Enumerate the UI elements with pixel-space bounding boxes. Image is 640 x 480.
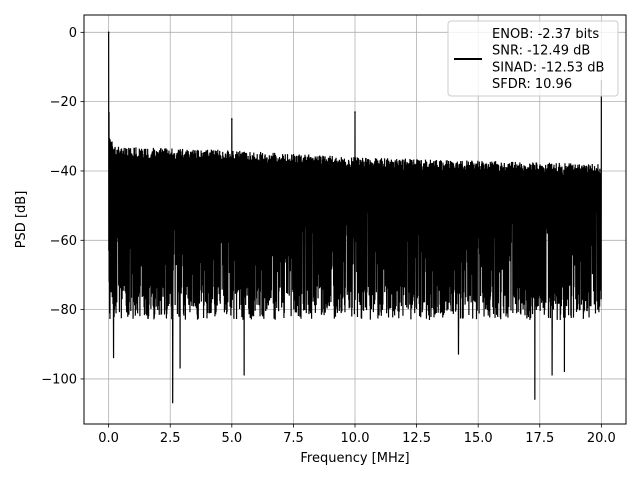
x-tick-label: 5.0	[221, 431, 242, 446]
y-tick-label: −40	[50, 164, 77, 179]
legend-text-sinad: SINAD: -12.53 dB	[492, 60, 604, 75]
y-tick-label: −20	[50, 95, 77, 110]
psd-peak-point	[231, 118, 233, 120]
x-tick-label: 15.0	[464, 431, 493, 446]
y-tick-label: −60	[50, 234, 77, 249]
legend-text-sfdr: SFDR: 10.96	[492, 77, 572, 92]
x-tick-label: 0.0	[98, 431, 119, 446]
x-tick-label: 10.0	[341, 431, 370, 446]
y-tick-label: −100	[41, 372, 77, 387]
x-tick-label: 2.5	[160, 431, 181, 446]
y-tick-label: −80	[50, 303, 77, 318]
axis-ticks: 0.0 2.5 5.0 7.5 10.0 12.5 15.0 17.5 20.0 0 −20 −40 −…	[41, 26, 616, 446]
legend-text-snr: SNR: -12.49 dB	[492, 44, 590, 59]
y-axis-label: PSD [dB]	[14, 191, 29, 249]
x-tick-label: 12.5	[402, 431, 431, 446]
legend: ENOB: -2.37 bits SNR: -12.49 dB SINAD: -…	[447, 20, 619, 97]
legend-text-enob: ENOB: -2.37 bits	[492, 27, 599, 42]
psd-peak-point	[107, 31, 110, 34]
x-tick-label: 7.5	[283, 431, 304, 446]
y-tick-label: 0	[69, 26, 77, 41]
x-axis-label: Frequency [MHz]	[300, 451, 409, 466]
x-tick-label: 17.5	[525, 431, 554, 446]
x-tick-label: 20.0	[587, 431, 616, 446]
psd-peak-point	[354, 111, 356, 113]
legend-box	[447, 20, 619, 97]
